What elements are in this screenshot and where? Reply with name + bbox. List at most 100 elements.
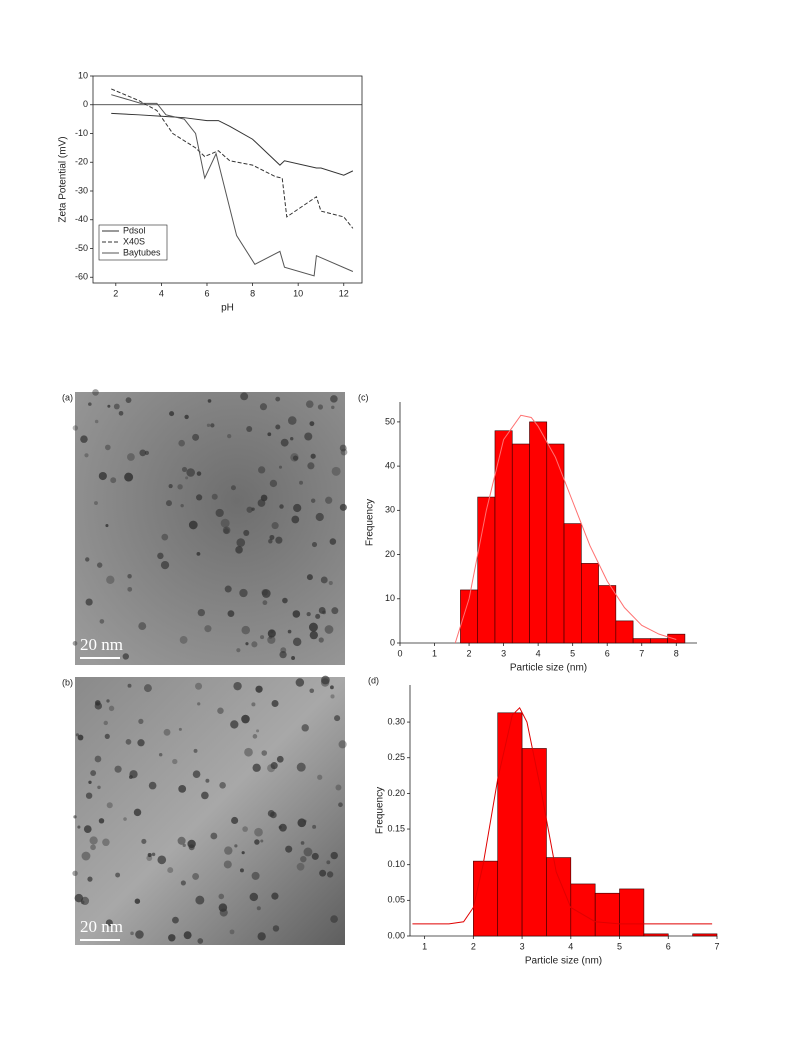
bar [615,620,634,644]
particle [292,455,299,461]
particle [339,503,347,511]
particle [127,683,132,688]
particle [318,637,324,643]
scale-bar-label: 20 nm [80,917,123,936]
particle [187,839,196,849]
x-axis-label: Particle size (nm) [510,663,587,674]
legend-label: Baytubes [123,247,161,257]
particle [287,629,292,634]
particle [106,699,110,703]
particle [185,476,189,480]
particle [261,589,271,598]
particle [106,575,115,584]
y-tick-label: 0 [390,637,395,647]
particle [230,485,236,491]
particle [168,483,173,489]
particle [72,425,79,431]
particle [280,438,289,447]
particle [179,636,188,644]
particle [197,938,204,944]
particle [299,480,303,485]
panel-label: (c) [358,392,369,402]
bar [581,563,599,644]
particle [257,932,266,941]
particle [88,402,92,406]
particle [223,860,232,869]
particle [267,629,276,638]
particle [193,748,198,753]
particle [196,551,201,556]
particle [127,586,133,592]
particle [230,720,239,729]
particle [330,685,334,690]
particle [207,399,212,403]
particle [181,466,188,473]
bar [650,638,668,644]
particle [98,818,105,824]
particle [330,915,338,923]
particle [130,931,134,936]
particle [306,574,313,581]
particle [195,895,205,905]
bar [643,933,669,937]
x-axis-label: pH [221,303,234,314]
particle [210,832,218,840]
y-tick-label: 20 [385,549,395,559]
particle [114,765,122,773]
particle [217,707,224,715]
particle [99,619,105,624]
particle [339,444,347,452]
y-tick-label: -10 [75,128,88,138]
particle [72,641,78,646]
particle [275,424,281,430]
particle [234,844,238,848]
particle [183,931,192,940]
particle [98,471,107,481]
particle [182,843,186,848]
particle [195,682,203,690]
particle [127,453,135,461]
particle [305,400,314,408]
particle [204,625,212,633]
particle [92,389,99,396]
particle [77,734,84,741]
legend-label: X40S [123,236,145,246]
particle [295,678,305,687]
bar [473,860,499,937]
particle [330,395,338,403]
particle [80,435,88,443]
particle [239,588,248,598]
particle [310,453,316,459]
particle [108,705,115,712]
particle [319,869,327,877]
particle [184,414,189,420]
particle [318,607,326,614]
particle [268,539,273,544]
particle [320,678,330,687]
particle [163,728,171,736]
particle [227,610,235,618]
particle [115,872,121,878]
particle [102,838,110,847]
particle [334,715,341,722]
particle [210,423,215,428]
particle [220,518,230,528]
particle [312,824,317,829]
particle [301,724,309,732]
particle [262,600,268,606]
particle [311,541,318,548]
particle [307,462,315,470]
particle [326,871,334,878]
particle [326,860,331,865]
particle [244,747,253,757]
particle [256,729,260,733]
particle [157,855,167,865]
x-tick-label: 7 [639,648,644,658]
particle [310,498,316,503]
bar [598,585,617,644]
particle [168,934,176,942]
particle [242,826,248,832]
particle [83,825,92,833]
particle [172,916,179,924]
particle [139,449,147,457]
